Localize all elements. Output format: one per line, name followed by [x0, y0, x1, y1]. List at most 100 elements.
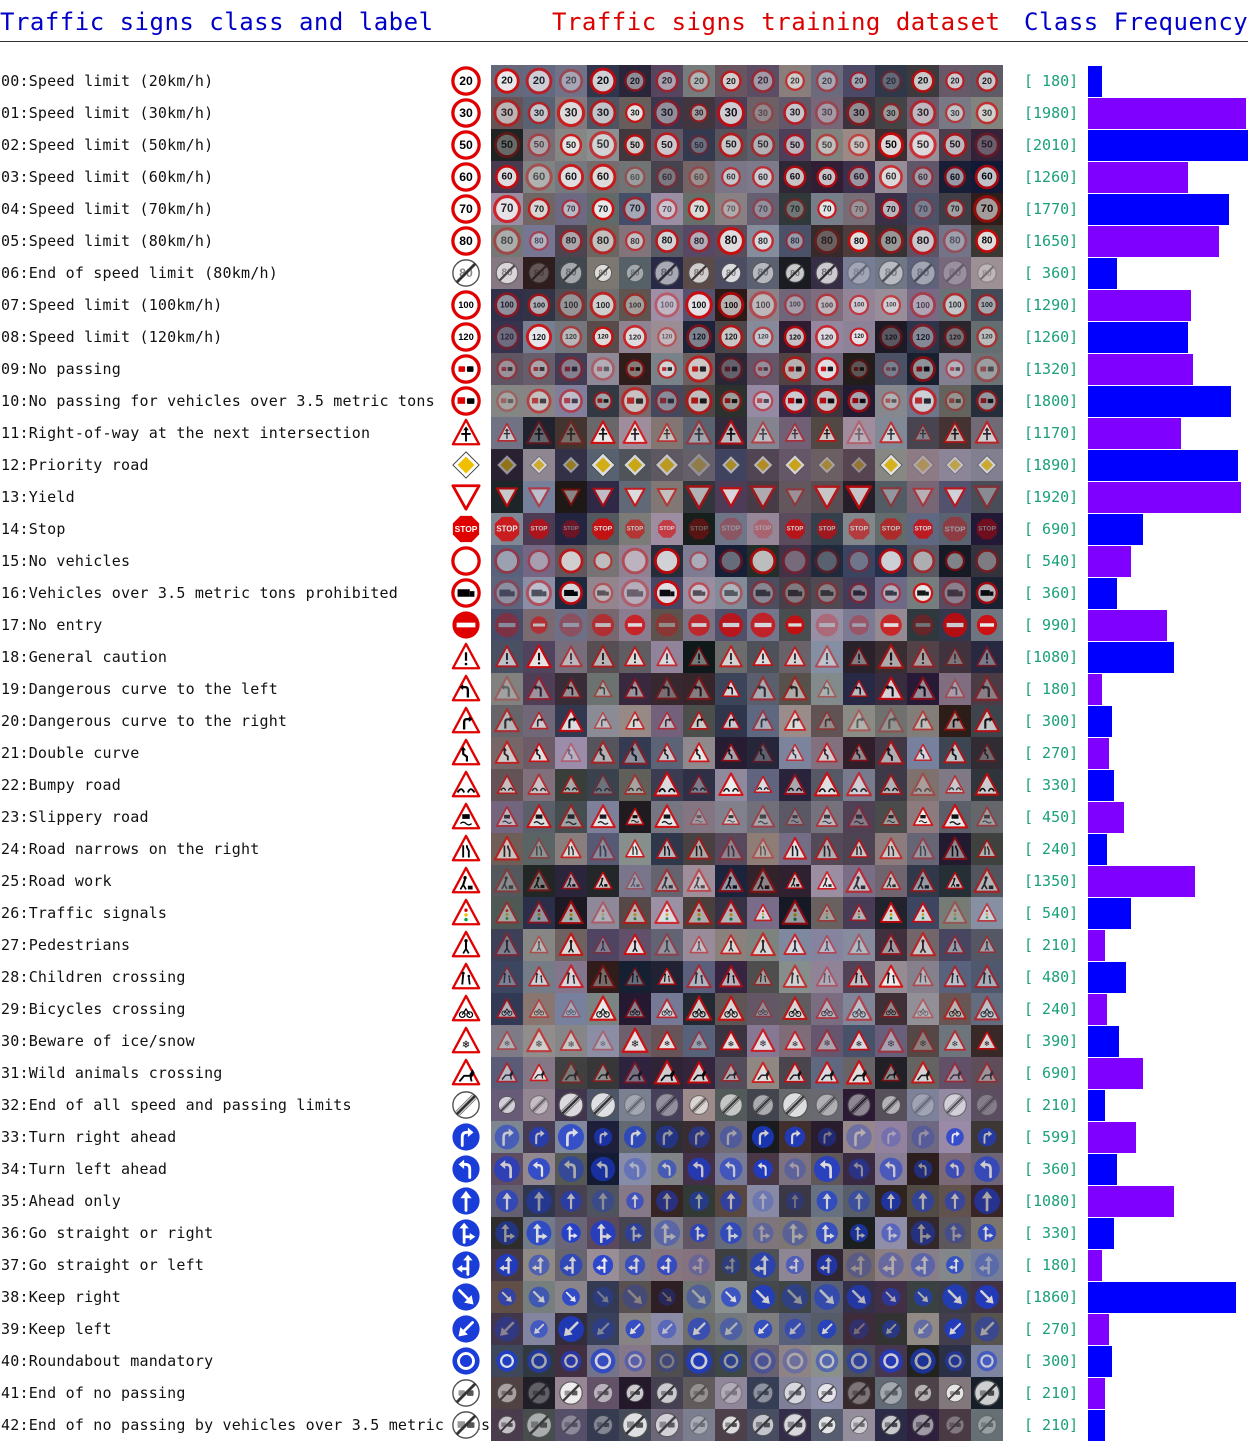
- training-samples-strip: [491, 1249, 1003, 1281]
- svg-text:50: 50: [949, 140, 961, 151]
- sample-thumbnail: 20: [587, 65, 619, 97]
- frequency-bar: [1088, 258, 1117, 289]
- sample-thumbnail: ❄: [779, 1025, 811, 1057]
- sample-thumbnail: [843, 1089, 875, 1121]
- sample-thumbnail: 20: [875, 65, 907, 97]
- sample-thumbnail: [683, 1313, 715, 1345]
- svg-text:STOP: STOP: [944, 524, 965, 533]
- sample-thumbnail: 30: [907, 97, 939, 129]
- class-label: 22:Bumpy road: [1, 776, 121, 794]
- sample-thumbnail: 60: [747, 161, 779, 193]
- sample-thumbnail: [907, 865, 939, 897]
- sample-thumbnail: 100: [683, 289, 715, 321]
- sample-thumbnail: [683, 1409, 715, 1441]
- sample-thumbnail: 120: [747, 321, 779, 353]
- sample-thumbnail: 80: [683, 225, 715, 257]
- sample-thumbnail: 20: [619, 65, 651, 97]
- sample-thumbnail: [939, 929, 971, 961]
- sample-thumbnail: [875, 1345, 907, 1377]
- sample-thumbnail: [587, 1281, 619, 1313]
- svg-text:80: 80: [534, 236, 544, 245]
- training-samples-strip: [491, 1345, 1003, 1377]
- sample-thumbnail: 80: [907, 257, 939, 289]
- sample-thumbnail: [843, 577, 875, 609]
- sample-thumbnail: [971, 993, 1003, 1025]
- sample-thumbnail: [747, 865, 779, 897]
- sample-thumbnail: [939, 769, 971, 801]
- general-caution-icon: [450, 642, 482, 672]
- sample-thumbnail: [619, 1121, 651, 1153]
- sample-thumbnail: [939, 1249, 971, 1281]
- class-count: [ 300]: [1024, 1352, 1079, 1370]
- sample-thumbnail: [555, 385, 587, 417]
- sample-thumbnail: [971, 833, 1003, 865]
- sample-thumbnail: [907, 1249, 939, 1281]
- sample-thumbnail: [875, 833, 907, 865]
- svg-text:70: 70: [662, 204, 672, 214]
- sample-thumbnail: [523, 1057, 555, 1089]
- class-row: 23:Slippery road [ 450]: [0, 801, 1248, 833]
- sample-thumbnail: [811, 929, 843, 961]
- sample-thumbnail: [491, 1185, 523, 1217]
- sample-thumbnail: [939, 673, 971, 705]
- sample-thumbnail: [779, 961, 811, 993]
- training-samples-strip: [491, 1281, 1003, 1313]
- svg-text:70: 70: [854, 204, 864, 214]
- sample-thumbnail: [907, 737, 939, 769]
- sample-thumbnail: [491, 897, 523, 929]
- sample-thumbnail: 70: [875, 193, 907, 225]
- sample-thumbnail: 60: [811, 161, 843, 193]
- svg-text:20: 20: [886, 76, 896, 86]
- svg-text:60: 60: [565, 171, 577, 183]
- sample-thumbnail: [811, 353, 843, 385]
- svg-text:20: 20: [757, 75, 768, 86]
- class-row: 28:Children crossing [ 480]: [0, 961, 1248, 993]
- class-count: [1650]: [1024, 232, 1079, 250]
- sample-thumbnail: [779, 801, 811, 833]
- svg-text:STOP: STOP: [563, 526, 578, 532]
- training-samples-strip: [491, 353, 1003, 385]
- sample-thumbnail: ❄: [491, 1025, 523, 1057]
- sample-thumbnail: [971, 1313, 1003, 1345]
- sample-thumbnail: [971, 673, 1003, 705]
- sample-thumbnail: ❄: [811, 1025, 843, 1057]
- sample-thumbnail: [907, 769, 939, 801]
- svg-text:30: 30: [758, 108, 768, 118]
- sample-thumbnail: [587, 929, 619, 961]
- sample-thumbnail: [907, 801, 939, 833]
- class-count: [1890]: [1024, 456, 1079, 474]
- class-count: [1770]: [1024, 200, 1079, 218]
- svg-text:60: 60: [981, 171, 993, 182]
- sample-thumbnail: 50: [715, 129, 747, 161]
- sample-thumbnail: 120: [619, 321, 651, 353]
- sample-thumbnail: [907, 353, 939, 385]
- frequency-bar: [1088, 226, 1219, 257]
- class-label: 21:Double curve: [1, 744, 140, 762]
- pedestrians-icon: [450, 930, 482, 960]
- sample-thumbnail: 60: [587, 161, 619, 193]
- sample-thumbnail: [939, 385, 971, 417]
- sample-thumbnail: [715, 1185, 747, 1217]
- sample-thumbnail: [683, 481, 715, 513]
- sample-thumbnail: 50: [907, 129, 939, 161]
- sample-thumbnail: [587, 833, 619, 865]
- class-label: 03:Speed limit (60km/h): [1, 168, 214, 186]
- svg-text:120: 120: [916, 332, 930, 342]
- sample-thumbnail: [619, 769, 651, 801]
- sample-thumbnail: [715, 545, 747, 577]
- sample-thumbnail: [523, 897, 555, 929]
- sample-thumbnail: [907, 833, 939, 865]
- sample-thumbnail: 100: [875, 289, 907, 321]
- frequency-bar: [1088, 1378, 1105, 1409]
- svg-text:STOP: STOP: [850, 526, 869, 533]
- sample-thumbnail: [747, 449, 779, 481]
- svg-text:50: 50: [790, 140, 800, 150]
- sample-thumbnail: [555, 481, 587, 513]
- sample-thumbnail: [779, 1409, 811, 1441]
- sample-thumbnail: 80: [715, 257, 747, 289]
- svg-text:100: 100: [564, 300, 579, 310]
- class-label: 38:Keep right: [1, 1288, 121, 1306]
- sample-thumbnail: [491, 577, 523, 609]
- svg-text:120: 120: [724, 332, 738, 341]
- sample-thumbnail: [587, 609, 619, 641]
